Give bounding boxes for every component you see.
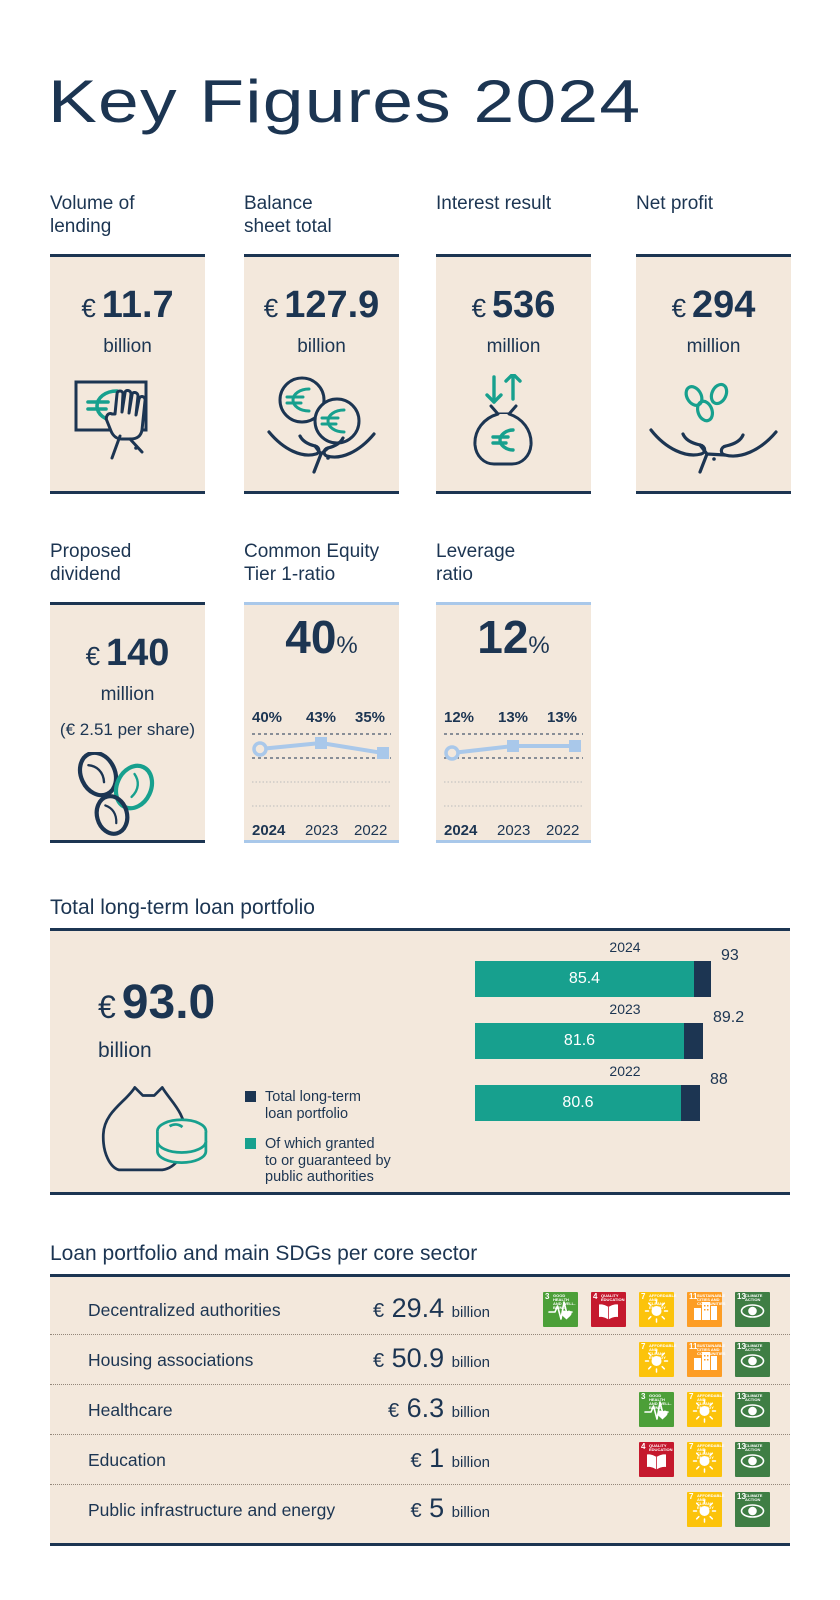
svg-text:13%: 13% [498,709,528,726]
svg-text:2024: 2024 [444,822,478,839]
svg-text:2024: 2024 [252,822,286,839]
svg-text:40%: 40% [252,709,282,726]
svg-text:2022: 2022 [546,822,579,839]
svg-text:2023: 2023 [305,822,338,839]
svg-text:12%: 12% [444,709,474,726]
svg-text:35%: 35% [355,709,385,726]
svg-text:2022: 2022 [354,822,387,839]
svg-text:2023: 2023 [497,822,530,839]
svg-text:13%: 13% [547,709,577,726]
svg-text:43%: 43% [306,709,336,726]
